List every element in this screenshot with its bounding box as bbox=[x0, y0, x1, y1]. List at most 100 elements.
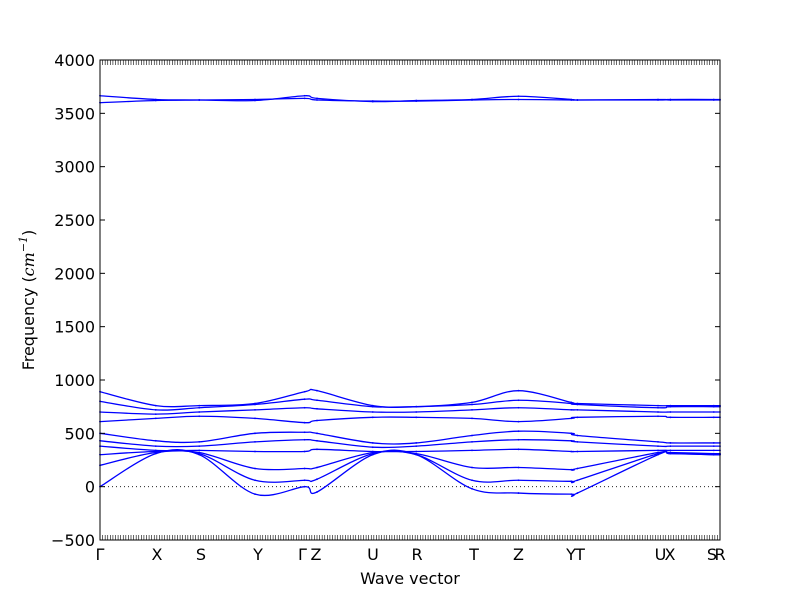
x-tick-label-4: Y bbox=[252, 545, 263, 564]
band-10-point-4 bbox=[254, 467, 256, 470]
x-tick-label-1: Γ bbox=[96, 545, 105, 564]
band-12-point-9 bbox=[471, 487, 473, 490]
band-12-point-13 bbox=[657, 453, 659, 456]
band-9-point-4 bbox=[254, 450, 256, 453]
x-tick-label-11: Y bbox=[565, 545, 576, 564]
band-4-point-9 bbox=[471, 403, 473, 406]
y-tick-label-5: 1500 bbox=[54, 318, 95, 337]
band-12-point-8 bbox=[415, 453, 418, 456]
band-2-point-11 bbox=[570, 99, 573, 101]
band-5-point-3 bbox=[198, 411, 201, 413]
band-5-point-13 bbox=[657, 411, 659, 413]
band-9-point-13 bbox=[657, 449, 659, 452]
band-2-point-7 bbox=[371, 100, 374, 102]
y-tick-label-4: 1000 bbox=[54, 371, 95, 390]
band-5-point-7 bbox=[371, 411, 374, 413]
band-6-point-9 bbox=[471, 417, 473, 420]
band-2-point-5 bbox=[303, 97, 306, 100]
band-4-point-3 bbox=[198, 406, 201, 409]
band-7-point-4 bbox=[254, 432, 256, 435]
band-7-point-11 bbox=[570, 432, 573, 435]
band-4-point-15 bbox=[712, 405, 715, 408]
band-3-point-2 bbox=[154, 404, 157, 407]
band-1-point-6 bbox=[316, 97, 318, 100]
band-9-point-8 bbox=[415, 450, 418, 453]
band-10-point-11 bbox=[570, 468, 573, 471]
band-2-point-3 bbox=[198, 99, 201, 101]
band-2-point-12 bbox=[576, 99, 579, 101]
phonon-band-4 bbox=[99, 398, 721, 411]
band-7-point-12 bbox=[576, 434, 579, 437]
x-tick-label-5: Γ bbox=[298, 545, 307, 564]
x-tick-label-6: Z bbox=[311, 545, 322, 564]
x-tick-label-3: S bbox=[196, 545, 206, 564]
band-1-point-5 bbox=[303, 94, 306, 97]
band-2-point-13 bbox=[657, 99, 659, 101]
band-8-point-14 bbox=[669, 445, 672, 448]
band-11-point-10 bbox=[517, 479, 520, 482]
band-9-point-9 bbox=[471, 449, 473, 452]
phonon-band-8 bbox=[99, 439, 721, 449]
y-tick-label-7: 2500 bbox=[54, 211, 95, 230]
band-5-point-14 bbox=[669, 411, 672, 413]
band-11-point-5 bbox=[303, 479, 306, 482]
x-tick-label-9: T bbox=[468, 545, 479, 564]
band-6-point-2 bbox=[154, 417, 157, 420]
y-tick-label-3: 500 bbox=[64, 424, 95, 443]
y-axis-label-unit: cm bbox=[19, 252, 38, 276]
band-5-point-11 bbox=[570, 408, 573, 411]
band-4-point-10 bbox=[517, 399, 520, 402]
band-7-point-5 bbox=[303, 431, 306, 434]
band-5-point-9 bbox=[471, 408, 473, 411]
phonon-band-2 bbox=[99, 97, 721, 104]
band-2-point-10 bbox=[517, 98, 520, 101]
x-tick-label-7: U bbox=[367, 545, 379, 564]
y-tick-label-6: 2000 bbox=[54, 264, 95, 283]
band-10-point-12 bbox=[576, 467, 579, 470]
phonon-band-3 bbox=[99, 388, 721, 408]
band-7-point-10 bbox=[517, 430, 520, 433]
band-3-point-9 bbox=[471, 401, 473, 404]
band-4-point-7 bbox=[371, 405, 374, 408]
y-axis-label-suffix: ) bbox=[19, 230, 38, 236]
band-10-point-6 bbox=[316, 466, 318, 469]
band-12-point-7 bbox=[371, 453, 374, 456]
phonon-band-9 bbox=[99, 445, 721, 453]
axis-ticks: −500 0 500 1000 1500 2000 2500 3000 3500 4000 Γ X S Y… bbox=[51, 51, 726, 564]
band-1-point-10 bbox=[517, 95, 520, 98]
band-6-point-14 bbox=[669, 416, 672, 419]
band-10-point-9 bbox=[471, 466, 473, 469]
y-tick-label-1: −500 bbox=[51, 531, 95, 550]
band-6-point-6 bbox=[316, 419, 318, 422]
phonon-band-12 bbox=[99, 448, 721, 497]
band-3-point-10 bbox=[517, 389, 520, 392]
band-12-point-4 bbox=[254, 493, 256, 496]
x-tick-label-16: R bbox=[714, 545, 725, 564]
band-8-point-7 bbox=[371, 446, 374, 449]
band-4-point-14 bbox=[669, 405, 672, 408]
x-tick-label-2: X bbox=[151, 545, 162, 564]
band-8-point-11 bbox=[570, 439, 573, 442]
band-12-point-3 bbox=[198, 453, 201, 456]
axes-frame bbox=[99, 59, 721, 541]
band-6-point-5 bbox=[303, 421, 306, 424]
band-8-point-2 bbox=[154, 445, 157, 448]
band-11-point-6 bbox=[316, 478, 318, 481]
band-4-point-8 bbox=[415, 405, 418, 408]
band-6-point-3 bbox=[198, 415, 201, 418]
band-4-point-2 bbox=[154, 408, 157, 411]
band-9-point-6 bbox=[316, 448, 318, 451]
band-9-point-14 bbox=[669, 449, 672, 452]
band-9-point-15 bbox=[712, 449, 715, 452]
band-7-point-2 bbox=[154, 439, 157, 442]
band-6-point-7 bbox=[371, 416, 374, 419]
band-7-point-15 bbox=[712, 442, 715, 444]
band-10-point-5 bbox=[303, 467, 306, 470]
y-tick-label-10: 4000 bbox=[54, 51, 95, 70]
band-6-point-11 bbox=[570, 417, 573, 420]
band-11-point-9 bbox=[471, 479, 473, 482]
band-12-point-10 bbox=[517, 492, 520, 494]
band-6-point-12 bbox=[576, 416, 579, 419]
